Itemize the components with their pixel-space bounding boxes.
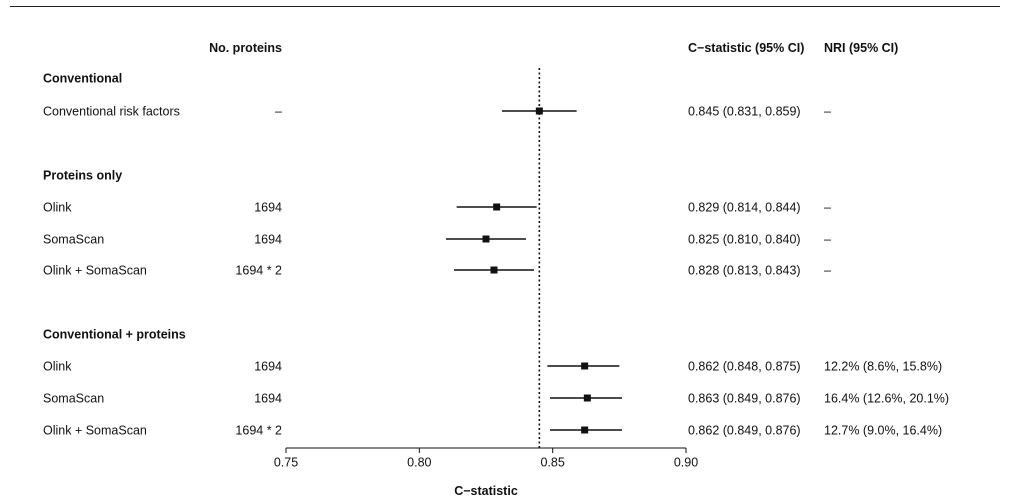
chart-marks: 0.75 0.80 0.85 0.90 Conventional Conventional… [43,68,949,470]
column-header-proteins: No. proteins [209,41,282,55]
column-header-cstat: C−statistic (95% CI) [688,41,804,55]
x-axis-label: C−statistic [454,484,518,498]
nri-ci-text: 12.7% (9.0%, 16.4%) [824,424,942,438]
row-label: SomaScan [43,233,104,247]
x-tick-label: 0.75 [274,456,298,470]
row-label: Olink + SomaScan [43,424,147,438]
row-label: SomaScan [43,392,104,406]
cstat-ci-text: 0.845 (0.831, 0.859) [688,105,801,119]
point-estimate [583,394,591,402]
row-label: Olink [43,201,72,215]
point-estimate [581,362,589,370]
cstat-ci-text: 0.862 (0.849, 0.876) [688,424,801,438]
point-estimate [535,107,543,115]
row-label: Olink [43,360,72,374]
x-tick-label: 0.90 [674,456,698,470]
protein-count: 1694 * 2 [235,264,282,278]
protein-count: – [275,105,282,119]
protein-count: 1694 [254,233,282,247]
nri-ci-text: 16.4% (12.6%, 20.1%) [824,392,949,406]
nri-ci-text: – [824,201,831,215]
cstat-ci-text: 0.863 (0.849, 0.876) [688,392,801,406]
cstat-ci-text: 0.828 (0.813, 0.843) [688,264,801,278]
column-header-nri: NRI (95% CI) [824,41,898,55]
group-header: Conventional + proteins [43,328,186,342]
point-estimate [581,426,589,434]
protein-count: 1694 [254,360,282,374]
cstat-ci-text: 0.862 (0.848, 0.875) [688,360,801,374]
protein-count: 1694 [254,201,282,215]
protein-count: 1694 * 2 [235,424,282,438]
nri-ci-text: – [824,264,831,278]
cstat-ci-text: 0.829 (0.814, 0.844) [688,201,801,215]
nri-ci-text: – [824,105,831,119]
protein-count: 1694 [254,392,282,406]
group-header: Proteins only [43,169,122,183]
row-label: Conventional risk factors [43,105,180,119]
point-estimate [493,203,501,211]
row-label: Olink + SomaScan [43,264,147,278]
point-estimate [490,266,498,274]
top-rule [10,6,1000,7]
nri-ci-text: 12.2% (8.6%, 15.8%) [824,360,942,374]
x-tick-label: 0.80 [407,456,431,470]
group-header: Conventional [43,72,122,86]
nri-ci-text: – [824,233,831,247]
point-estimate [482,235,490,243]
cstat-ci-text: 0.825 (0.810, 0.840) [688,233,801,247]
x-tick-label: 0.85 [540,456,564,470]
